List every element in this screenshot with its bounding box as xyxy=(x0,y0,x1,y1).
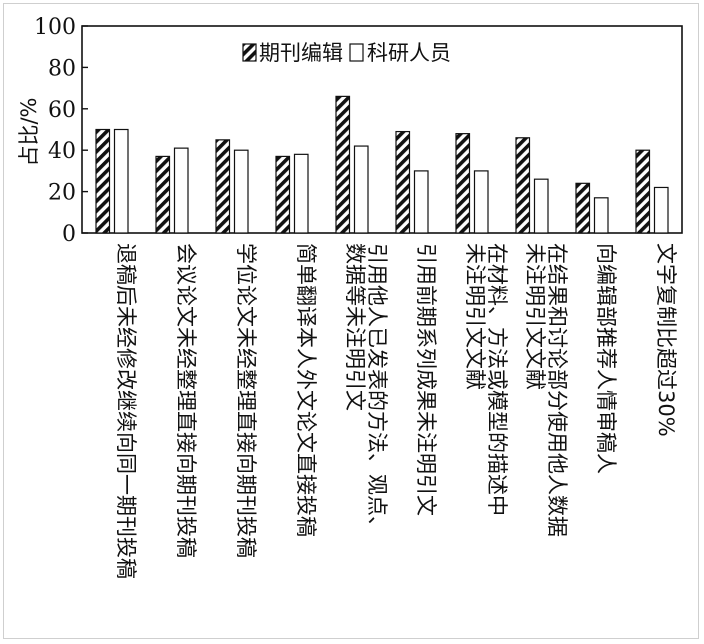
figure-frame: 0 20 40 60 80 100 退稿后未经修改继续向同一期刊投稿 会议论文未经整理直接向… xyxy=(3,3,699,639)
category-label-3: 学位论文未经整理直接向期刊投稿 xyxy=(234,243,258,558)
y-tick-label: 40 xyxy=(48,139,76,164)
category-label-2: 会议论文未经整理直接向期刊投稿 xyxy=(174,243,198,558)
bar-series-1-cat-9 xyxy=(575,182,591,234)
bar-series-1-cat-8 xyxy=(515,137,531,234)
y-tick-label: 80 xyxy=(48,56,76,81)
bar-series-1-cat-4 xyxy=(275,155,291,234)
bar-series-2-cat-2 xyxy=(173,147,189,234)
bar-series-2-cat-9 xyxy=(593,197,609,234)
bar-series-2-cat-1 xyxy=(113,128,129,234)
bar-series-2-cat-8 xyxy=(533,178,549,234)
category-label-5-line-1: 引用他人已发表的方法、观点、 xyxy=(365,243,389,537)
bar-series-1-cat-1 xyxy=(95,128,111,234)
legend-swatch-series-1 xyxy=(242,43,257,62)
bar-series-1-cat-2 xyxy=(155,155,171,234)
category-label-10: 文字复制比超过30% xyxy=(654,243,678,437)
bar-series-1-cat-10 xyxy=(635,149,651,234)
category-label-7-line-2: 未注明引文文献 xyxy=(463,243,487,390)
category-label-6: 引用前期系列成果未注明引文 xyxy=(414,243,438,516)
y-tick-label: 0 xyxy=(62,222,76,247)
bar-series-2-cat-4 xyxy=(293,153,309,234)
bar-series-2-cat-7 xyxy=(473,170,489,234)
category-label-7-line-1: 在材料、方法或模型的描述中 xyxy=(485,243,509,516)
y-axis-title: 占比/% xyxy=(17,97,41,166)
category-label-4: 简单翻译本人外文论文直接投稿 xyxy=(294,243,318,537)
bars xyxy=(95,95,669,234)
category-label-8-line-2: 未注明引文文献 xyxy=(523,243,547,390)
legend: 期刊编辑 科研人员 xyxy=(242,41,451,65)
bar-series-2-cat-5 xyxy=(353,145,369,234)
category-label-1: 退稿后未经修改继续向同一期刊投稿 xyxy=(114,243,138,579)
legend-label-series-1: 期刊编辑 xyxy=(259,41,343,65)
bar-series-1-cat-3 xyxy=(215,139,231,234)
y-tick-label: 100 xyxy=(34,15,76,40)
category-labels: 退稿后未经修改继续向同一期刊投稿 会议论文未经整理直接向期刊投稿 学位论文未经整理直… xyxy=(114,243,678,579)
category-label-9: 向编辑部推荐人情审稿人 xyxy=(594,243,618,474)
bar-series-2-cat-6 xyxy=(413,170,429,234)
bar-series-1-cat-6 xyxy=(395,130,411,234)
plot-area xyxy=(81,25,683,234)
bar-series-2-cat-10 xyxy=(653,186,669,234)
category-label-8-line-1: 在结果和讨论部分使用他人数据 xyxy=(545,243,569,537)
y-tick-label: 60 xyxy=(48,98,76,123)
bar-series-1-cat-5 xyxy=(335,95,351,234)
bar-series-1-cat-7 xyxy=(455,133,471,234)
plot-border xyxy=(81,25,683,234)
bar-series-2-cat-3 xyxy=(233,149,249,234)
bar-chart: 0 20 40 60 80 100 退稿后未经修改继续向同一期刊投稿 会议论文未经整理直接向… xyxy=(17,15,683,579)
y-tick-label: 20 xyxy=(48,181,76,206)
y-axis-ticks: 0 20 40 60 80 100 xyxy=(34,15,88,247)
legend-swatch-series-2 xyxy=(349,43,364,62)
category-label-5-line-2: 数据等未注明引文 xyxy=(343,243,367,411)
legend-label-series-2: 科研人员 xyxy=(367,41,451,65)
